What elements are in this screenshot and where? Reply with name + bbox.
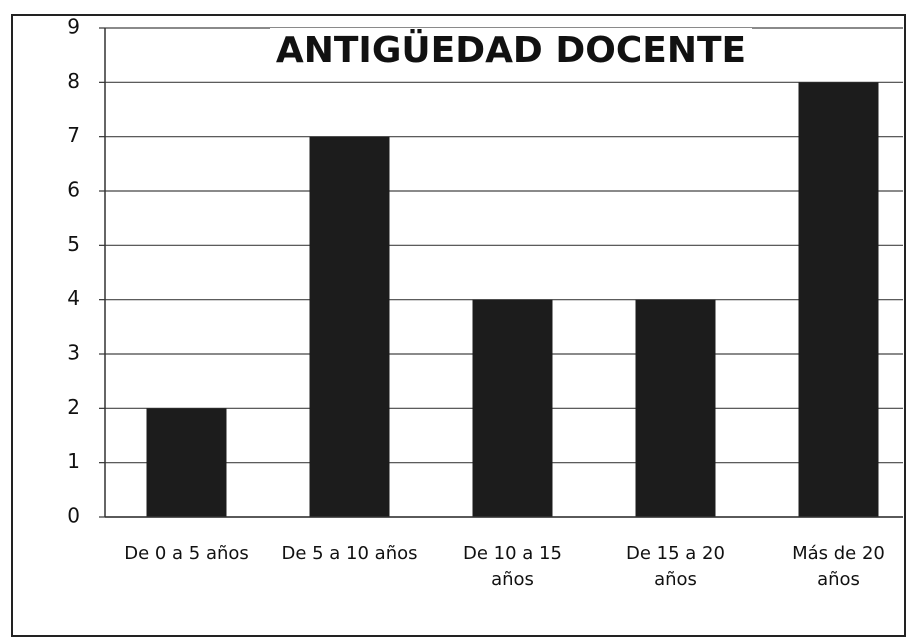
- bar: [635, 299, 716, 517]
- x-tick-label: De 0 a 5 años: [124, 543, 249, 564]
- y-tick-label: 3: [67, 341, 80, 365]
- y-tick-label: 2: [67, 395, 80, 419]
- bar: [798, 82, 879, 517]
- x-tick-label: De 5 a 10 años: [281, 543, 418, 564]
- bar: [309, 136, 390, 517]
- y-tick-label: 9: [67, 15, 80, 39]
- y-tick-label: 6: [67, 178, 80, 202]
- y-tick-label: 5: [67, 232, 80, 256]
- chart-title: ANTIGÜEDAD DOCENTE: [276, 29, 746, 71]
- x-tick-label: De 15 a 20 años: [626, 543, 725, 590]
- title-background: [270, 28, 752, 74]
- bar: [472, 299, 553, 517]
- y-tick-label: 0: [67, 504, 80, 528]
- x-tick-label: Más de 20 años: [792, 543, 885, 590]
- y-tick-label: 1: [67, 449, 80, 473]
- y-tick-label: 4: [67, 286, 80, 310]
- bar: [146, 408, 227, 517]
- x-tick-label: De 10 a 15 años: [463, 543, 562, 590]
- y-tick-label: 8: [67, 69, 80, 93]
- y-tick-label: 7: [67, 123, 80, 147]
- chart-border: [11, 14, 906, 637]
